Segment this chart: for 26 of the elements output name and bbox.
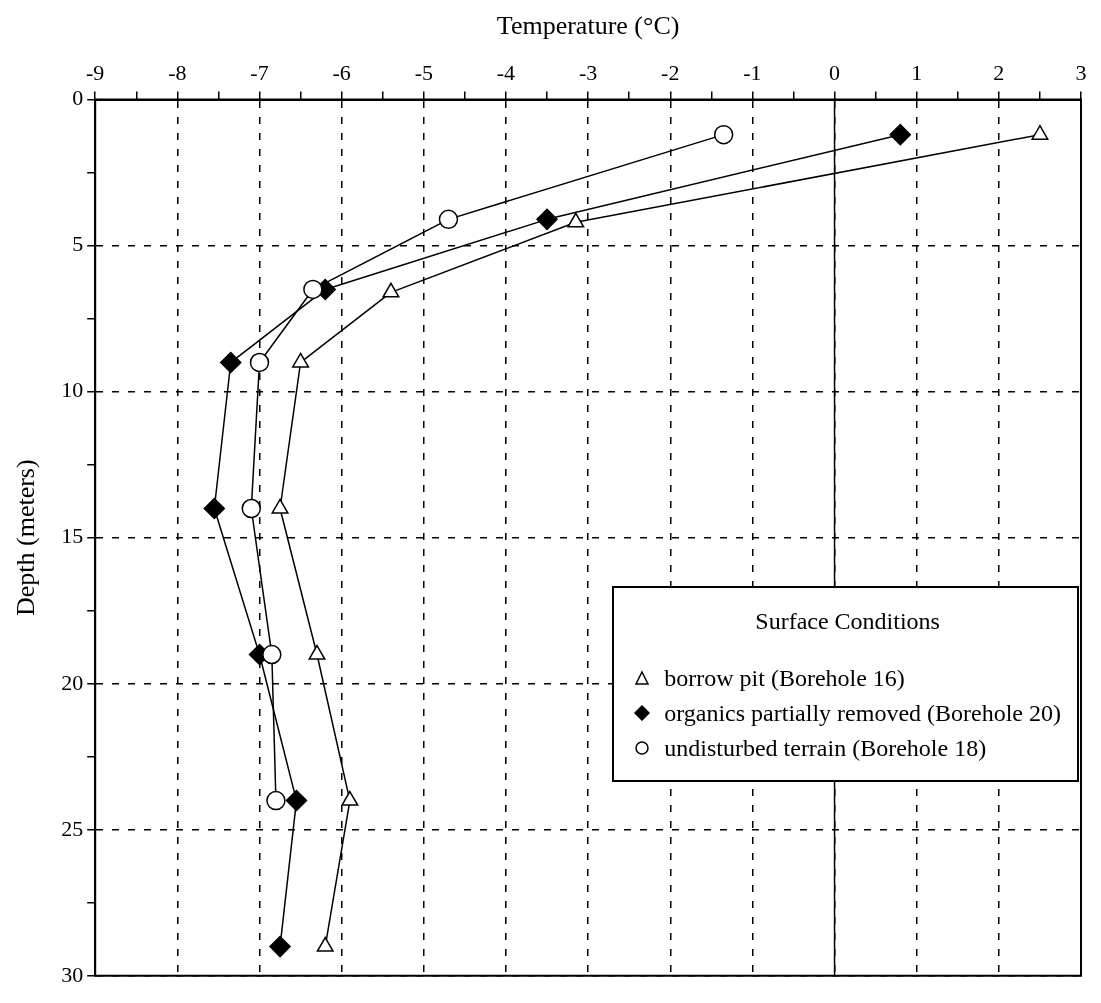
x-tick-label: -1 [743, 60, 762, 86]
x-tick-label: -2 [661, 60, 680, 86]
x-tick-label: 0 [829, 60, 841, 86]
x-tick-label: -3 [578, 60, 598, 86]
x-tick-label: -5 [414, 60, 433, 86]
x-tick-label: 3 [1075, 60, 1087, 86]
x-tick-label: -8 [168, 60, 187, 86]
legend-label: organics partially removed (Borehole 20) [664, 699, 1061, 727]
y-tick-label: 10 [61, 377, 84, 403]
x-axis-title: Temperature (°C) [496, 11, 680, 41]
y-tick-label: 30 [61, 961, 84, 987]
x-tick-label: -4 [496, 60, 516, 86]
y-axis-title: Depth (meters) [11, 459, 41, 617]
legend-label: undisturbed terrain (Borehole 18) [664, 734, 987, 762]
y-tick-label: 25 [61, 815, 84, 841]
x-tick-label: -7 [250, 60, 269, 86]
y-tick-label: 20 [61, 669, 84, 695]
y-tick-label: 15 [61, 523, 84, 549]
y-tick-label: 0 [72, 85, 84, 111]
x-tick-label: 1 [911, 60, 923, 86]
legend-title: Surface Conditions [754, 607, 941, 635]
y-tick-label: 5 [72, 231, 84, 257]
x-tick-label: -6 [332, 60, 351, 86]
x-tick-label: -9 [86, 60, 105, 86]
x-tick-label: 2 [993, 60, 1005, 86]
legend-label: borrow pit (Borehole 16) [664, 664, 905, 692]
